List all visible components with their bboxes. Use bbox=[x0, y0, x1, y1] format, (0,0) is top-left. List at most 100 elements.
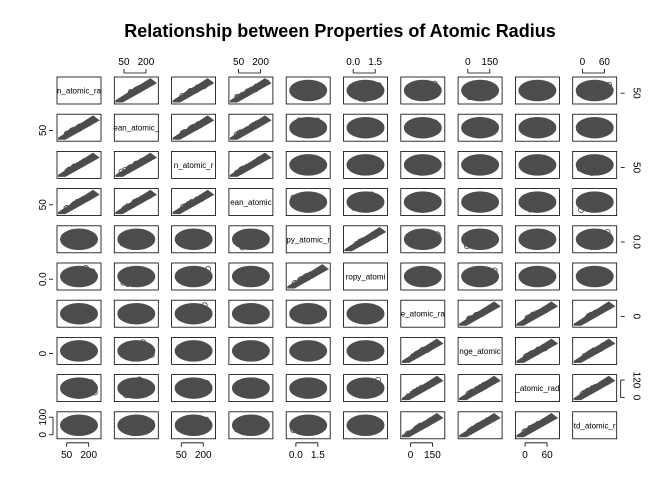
data-point bbox=[472, 126, 479, 133]
data-point bbox=[179, 348, 186, 355]
panel-6-2 bbox=[113, 262, 159, 291]
data-point bbox=[593, 124, 600, 131]
point-cloud bbox=[115, 189, 158, 215]
data-point bbox=[236, 236, 243, 243]
data-point bbox=[129, 384, 136, 391]
variable-label: py_atomic_r bbox=[286, 235, 330, 244]
panel-1-7 bbox=[400, 76, 446, 105]
data-point bbox=[592, 165, 599, 172]
data-point bbox=[243, 269, 251, 276]
data-point bbox=[376, 163, 383, 170]
data-point bbox=[422, 85, 429, 92]
data-point bbox=[200, 272, 208, 279]
data-point bbox=[72, 236, 79, 243]
data-point bbox=[140, 305, 147, 312]
point-cloud bbox=[575, 265, 614, 288]
data-point bbox=[187, 200, 194, 207]
data-point bbox=[363, 236, 370, 243]
tick-label: 0.0 bbox=[346, 57, 360, 68]
data-point bbox=[487, 163, 494, 170]
data-point bbox=[481, 271, 488, 278]
data-point bbox=[357, 426, 364, 433]
data-point bbox=[256, 156, 263, 163]
data-point bbox=[197, 84, 204, 91]
data-point bbox=[249, 343, 256, 350]
data-point bbox=[543, 417, 550, 424]
data-point bbox=[590, 91, 597, 98]
data-point bbox=[358, 87, 365, 94]
point-cloud bbox=[229, 115, 272, 140]
data-point bbox=[300, 387, 307, 394]
point-cloud bbox=[58, 189, 100, 215]
data-point bbox=[312, 131, 319, 138]
data-point bbox=[83, 342, 90, 350]
point-cloud bbox=[289, 414, 328, 437]
data-point bbox=[366, 119, 374, 126]
data-point bbox=[238, 166, 245, 173]
data-point bbox=[474, 312, 481, 319]
data-point bbox=[423, 117, 431, 124]
tick-label: 0.0 bbox=[289, 450, 303, 461]
data-point bbox=[123, 420, 130, 427]
data-point bbox=[591, 231, 599, 238]
data-point bbox=[531, 159, 538, 166]
data-point bbox=[601, 380, 608, 387]
panel-9-4 bbox=[228, 374, 274, 403]
data-point bbox=[601, 128, 608, 135]
data-point bbox=[419, 234, 426, 241]
data-point bbox=[183, 424, 190, 431]
tick-label: 0 bbox=[631, 314, 642, 320]
panel-frame bbox=[285, 225, 331, 254]
data-point bbox=[471, 156, 478, 163]
tick-label: 0.0 bbox=[631, 235, 642, 249]
data-point bbox=[363, 125, 370, 132]
data-point bbox=[537, 237, 544, 244]
panel-2-10 bbox=[572, 113, 618, 142]
data-point bbox=[245, 422, 252, 429]
data-point bbox=[193, 123, 200, 130]
panel-9-8 bbox=[457, 374, 503, 403]
data-point bbox=[406, 165, 413, 172]
data-point bbox=[137, 342, 144, 349]
point-cloud bbox=[459, 301, 501, 326]
point-cloud bbox=[518, 228, 557, 251]
axis-ticks: 50 200 50 200 0.0 1.5 0 150 0 60 50 200 50 200 0.0 1.5 0… bbox=[38, 57, 642, 461]
panel-3-7 bbox=[400, 150, 446, 179]
data-point bbox=[68, 230, 75, 237]
data-point bbox=[128, 307, 135, 314]
point-cloud bbox=[117, 414, 156, 437]
data-point bbox=[583, 129, 590, 136]
data-point bbox=[79, 352, 87, 359]
data-point bbox=[422, 124, 429, 131]
data-point bbox=[314, 162, 321, 169]
data-point bbox=[532, 123, 539, 130]
data-point bbox=[584, 351, 591, 358]
data-point bbox=[542, 268, 549, 275]
data-point bbox=[585, 235, 592, 242]
data-point bbox=[592, 309, 600, 316]
data-point bbox=[79, 309, 87, 317]
data-point bbox=[69, 353, 76, 361]
panel-7-8 bbox=[457, 299, 503, 328]
panel-3-3: n_atomic_r bbox=[171, 150, 217, 179]
data-point bbox=[300, 87, 307, 94]
point-cloud bbox=[231, 340, 270, 362]
data-point bbox=[204, 232, 211, 239]
data-point bbox=[466, 94, 473, 101]
data-point bbox=[198, 345, 205, 352]
data-point bbox=[368, 197, 375, 204]
data-point bbox=[527, 118, 534, 125]
data-point bbox=[534, 129, 541, 136]
data-point bbox=[308, 311, 315, 318]
data-point bbox=[578, 206, 585, 213]
data-point bbox=[411, 241, 418, 248]
data-point bbox=[81, 346, 88, 353]
point-cloud bbox=[403, 265, 442, 288]
data-point bbox=[539, 86, 546, 93]
data-point bbox=[583, 316, 590, 323]
point-cloud bbox=[401, 375, 444, 401]
point-cloud bbox=[461, 228, 500, 251]
data-point bbox=[606, 81, 613, 88]
data-point bbox=[368, 420, 376, 427]
data-point bbox=[365, 157, 372, 164]
